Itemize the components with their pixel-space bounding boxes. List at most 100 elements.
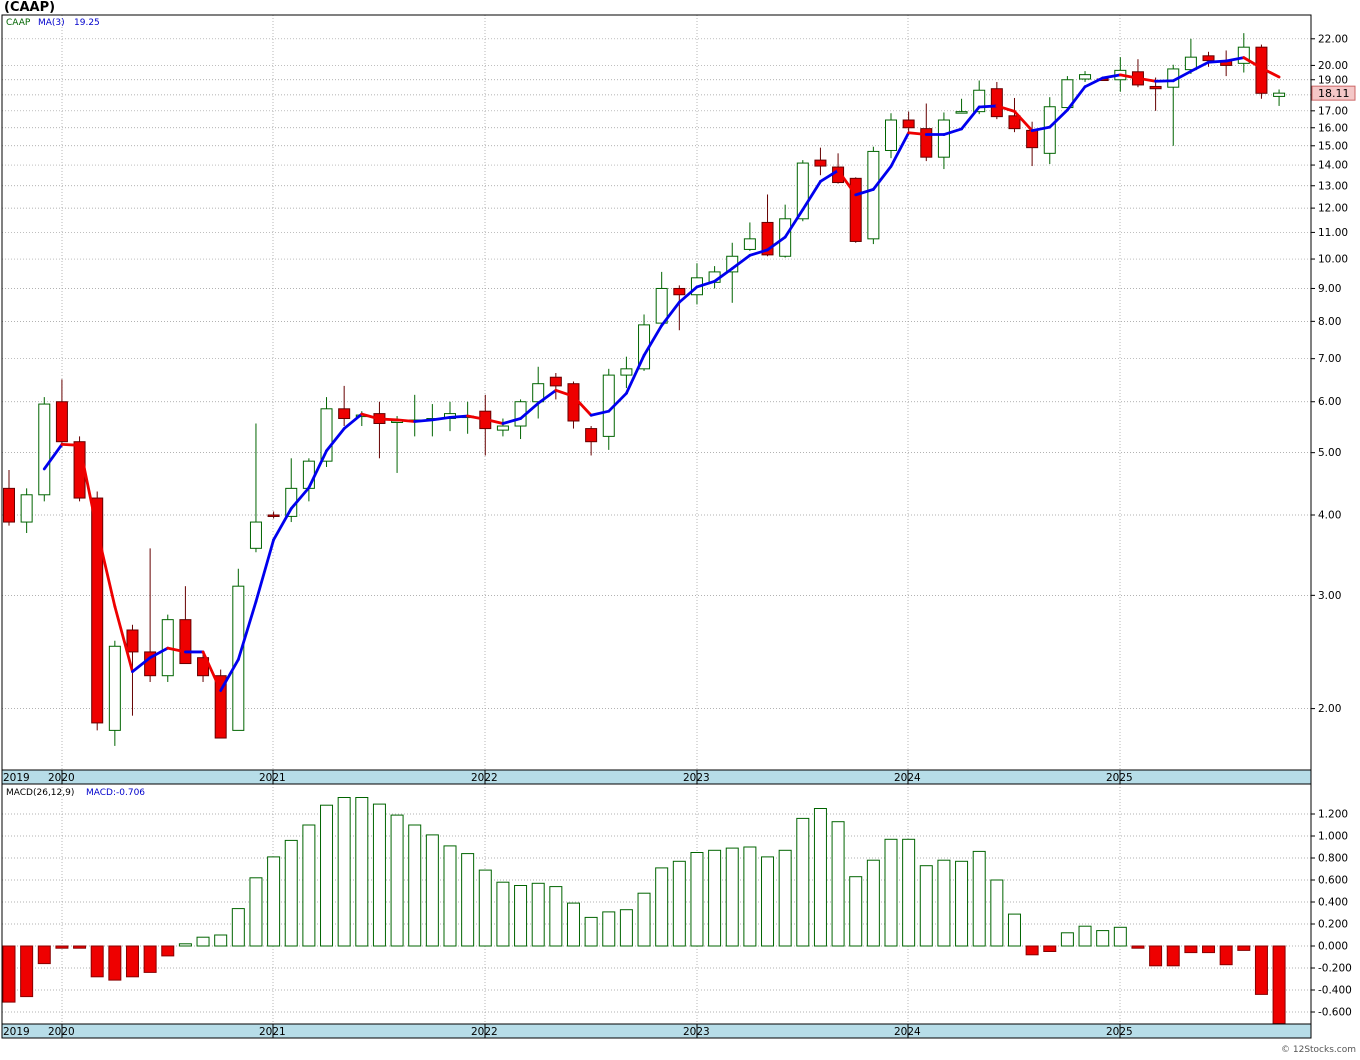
candle-body <box>956 112 967 114</box>
ma-segment <box>450 416 468 417</box>
macd-bar <box>268 857 280 946</box>
macd-bar <box>444 846 456 946</box>
macd-bar <box>991 880 1003 946</box>
price-tick-label: 7.00 <box>1318 353 1341 365</box>
macd-bar <box>1255 946 1267 994</box>
macd-bar <box>673 861 685 946</box>
macd-bar <box>726 848 738 946</box>
macd-bar <box>56 946 68 948</box>
macd-bar <box>1203 946 1215 953</box>
year-label: 2022 <box>471 772 498 784</box>
ma-segment <box>909 133 927 135</box>
macd-bar <box>1238 946 1250 950</box>
macd-tick-label: -0.600 <box>1318 1007 1352 1019</box>
macd-bar <box>1026 946 1038 955</box>
macd-tick-label: 0.200 <box>1318 919 1348 931</box>
ma-segment <box>379 419 397 420</box>
ma-label: MA(3) <box>38 18 65 28</box>
candle-body <box>886 120 897 150</box>
price-tick-label: 13.00 <box>1318 180 1348 192</box>
price-tick-label: 6.00 <box>1318 396 1341 408</box>
ma-segment <box>415 420 433 422</box>
price-tick-label: 22.00 <box>1318 33 1348 45</box>
macd-bar <box>1114 927 1126 946</box>
candle-body <box>744 239 755 250</box>
candle-body <box>39 404 50 495</box>
macd-bar <box>1079 926 1091 946</box>
macd-bar <box>321 805 333 946</box>
price-tick-label: 4.00 <box>1318 509 1341 521</box>
macd-bar <box>920 866 932 946</box>
series-label: CAAP <box>6 18 31 28</box>
macd-tick-label: 1.200 <box>1318 809 1348 821</box>
candle-body <box>180 620 191 664</box>
macd-bar <box>215 935 227 946</box>
macd-bar <box>814 809 826 947</box>
candle-body <box>1203 56 1214 61</box>
macd-tick-label: 0.600 <box>1318 875 1348 887</box>
macd-bar <box>38 946 50 964</box>
price-tick-label: 2.00 <box>1318 703 1341 715</box>
price-tick-label: 20.00 <box>1318 60 1348 72</box>
macd-bar <box>144 946 156 972</box>
candle-body <box>1080 75 1091 79</box>
macd-bar <box>567 903 579 946</box>
price-tick-label: 11.00 <box>1318 227 1348 239</box>
macd-bar <box>409 825 421 946</box>
macd-bar <box>197 937 209 946</box>
macd-bar <box>762 857 774 946</box>
macd-bar <box>832 822 844 946</box>
ma-segment <box>1209 61 1227 62</box>
year-label: 2020 <box>48 772 75 784</box>
price-tick-label: 8.00 <box>1318 316 1341 328</box>
macd-bar <box>620 910 632 946</box>
macd-bar <box>1185 946 1197 953</box>
candle-body <box>268 515 279 517</box>
macd-bar <box>426 835 438 946</box>
macd-bar <box>1273 946 1285 1024</box>
macd-bar <box>126 946 138 977</box>
year-label: 2022 <box>471 1026 498 1038</box>
macd-bar <box>303 825 315 946</box>
year-label: 2024 <box>894 772 921 784</box>
candle-2023-12 <box>868 147 879 244</box>
candle-2020-05 <box>109 641 120 746</box>
year-label: 2020 <box>48 1026 75 1038</box>
price-tick-label: 9.00 <box>1318 283 1341 295</box>
macd-bar <box>638 893 650 946</box>
macd-bar <box>462 854 474 946</box>
macd-bar <box>1097 931 1109 946</box>
macd-bar <box>656 868 668 946</box>
candle-body <box>1150 86 1161 88</box>
macd-tick-label: 0.400 <box>1318 897 1348 909</box>
candle-body <box>1027 130 1038 147</box>
macd-bar <box>867 860 879 946</box>
price-tick-label: 12.00 <box>1318 203 1348 215</box>
candle-body <box>550 377 561 386</box>
macd-bar <box>497 882 509 946</box>
macd-tick-label: 0.800 <box>1318 853 1348 865</box>
year-label: 2019 <box>3 772 30 784</box>
candle-2023-11 <box>850 177 861 242</box>
price-tick-label: 15.00 <box>1318 140 1348 152</box>
candle-body <box>991 89 1002 117</box>
candle-body <box>903 120 914 128</box>
candle-body <box>674 288 685 294</box>
candle-2025-10 <box>1256 45 1267 99</box>
macd-bar <box>709 850 721 946</box>
macd-bar <box>691 853 703 947</box>
candle-body <box>4 488 15 522</box>
macd-bar <box>515 886 527 947</box>
price-tick-label: 5.00 <box>1318 447 1341 459</box>
price-tick-label: 19.00 <box>1318 74 1348 86</box>
macd-bar <box>1220 946 1232 965</box>
candle-body <box>21 495 32 522</box>
macd-bar <box>285 840 297 946</box>
candle-body <box>339 409 350 419</box>
candle-body <box>938 120 949 157</box>
candle-body <box>56 402 67 442</box>
macd-bar <box>338 798 350 947</box>
price-tick-label: 10.00 <box>1318 254 1348 266</box>
macd-bar <box>3 946 15 1002</box>
